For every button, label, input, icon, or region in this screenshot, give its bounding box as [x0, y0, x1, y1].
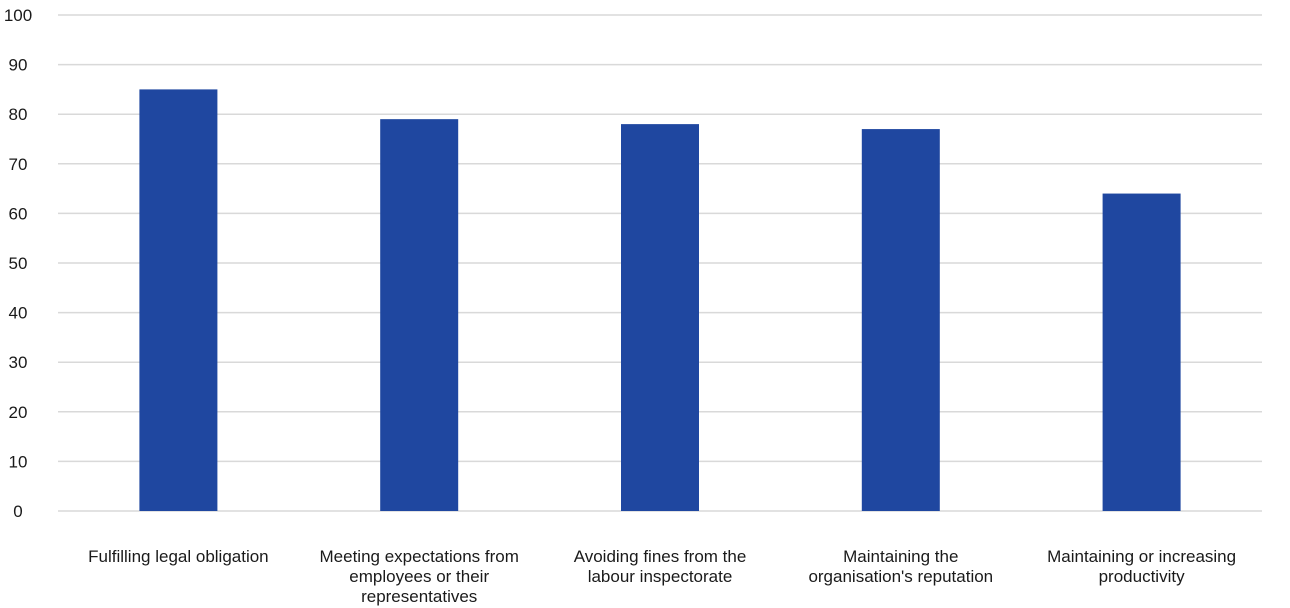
- y-tick-label: 80: [9, 105, 28, 124]
- category-label-line: representatives: [361, 587, 477, 606]
- y-tick-label: 90: [9, 56, 28, 75]
- y-tick-label: 50: [9, 254, 28, 273]
- y-tick-label: 20: [9, 403, 28, 422]
- category-label-line: labour inspectorate: [588, 567, 733, 586]
- category-label: Fulfilling legal obligation: [88, 547, 269, 566]
- category-label-line: productivity: [1099, 567, 1185, 586]
- bar: [1102, 193, 1181, 511]
- bar: [380, 119, 459, 511]
- y-axis-tick-labels: 0 10 20 30 40 50 60 70 80 90 100: [4, 6, 32, 521]
- y-tick-label: 100: [4, 6, 32, 25]
- y-tick-label: 0: [13, 502, 22, 521]
- category-label-line: employees or their: [349, 567, 489, 586]
- category-label-line: Fulfilling legal obligation: [88, 547, 269, 566]
- bars: [139, 89, 1181, 512]
- category-label-line: Maintaining or increasing: [1047, 547, 1236, 566]
- category-label-line: organisation's reputation: [808, 567, 993, 586]
- category-label-line: Maintaining the: [843, 547, 958, 566]
- category-label-line: Meeting expectations from: [320, 547, 519, 566]
- bar: [621, 124, 699, 512]
- y-tick-label: 10: [9, 452, 28, 471]
- bar: [139, 89, 218, 512]
- y-tick-label: 30: [9, 353, 28, 372]
- y-tick-label: 70: [9, 155, 28, 174]
- bar: [861, 129, 940, 511]
- x-axis-category-labels: Fulfilling legal obligation Meeting expec…: [88, 547, 1236, 606]
- y-tick-label: 40: [9, 304, 28, 323]
- category-label-line: Avoiding fines from the: [574, 547, 747, 566]
- y-tick-label: 60: [9, 204, 28, 223]
